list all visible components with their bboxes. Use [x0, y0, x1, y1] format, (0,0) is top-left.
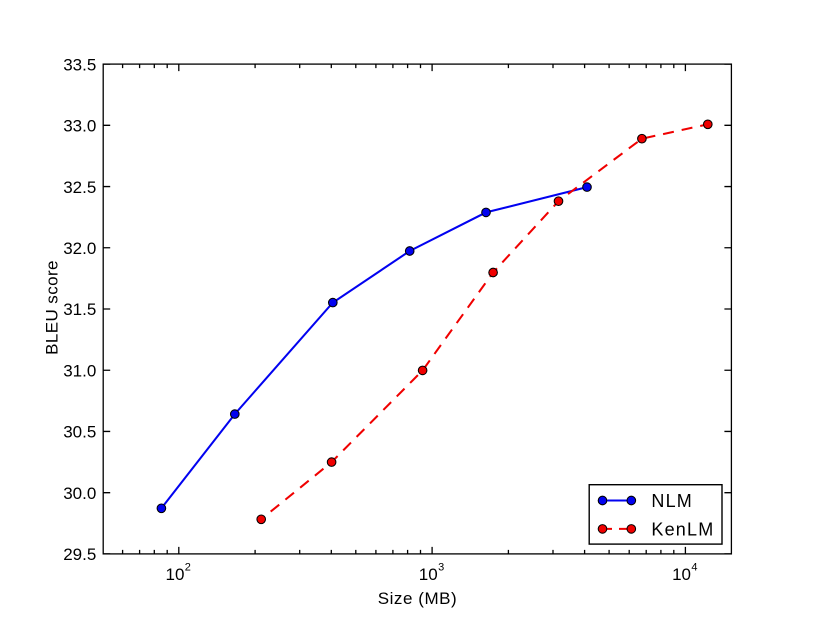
svg-text:NLM: NLM — [651, 491, 693, 511]
svg-text:31.5: 31.5 — [63, 300, 96, 319]
svg-text:BLEU score: BLEU score — [42, 260, 61, 355]
svg-text:29.5: 29.5 — [63, 545, 96, 564]
svg-text:33.0: 33.0 — [63, 117, 96, 136]
svg-text:32.0: 32.0 — [63, 239, 96, 258]
svg-text:Size (MB): Size (MB) — [378, 589, 458, 608]
svg-text:10: 10 — [419, 565, 438, 584]
svg-text:2: 2 — [185, 561, 191, 573]
svg-text:30.5: 30.5 — [63, 423, 96, 442]
svg-text:31.0: 31.0 — [63, 361, 96, 380]
svg-text:33.5: 33.5 — [63, 55, 96, 74]
svg-text:3: 3 — [438, 561, 444, 573]
svg-text:KenLM: KenLM — [651, 519, 714, 539]
svg-text:4: 4 — [691, 561, 697, 573]
svg-text:10: 10 — [672, 565, 691, 584]
svg-text:32.5: 32.5 — [63, 178, 96, 197]
svg-text:30.0: 30.0 — [63, 484, 96, 503]
svg-text:10: 10 — [166, 565, 185, 584]
